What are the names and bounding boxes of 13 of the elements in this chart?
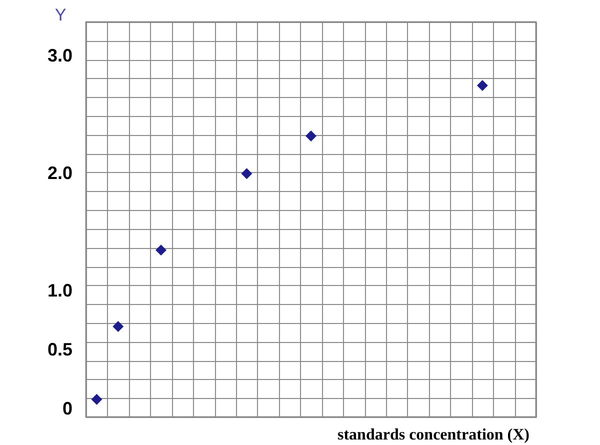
- point: [241, 168, 252, 180]
- y-axis-title: Y: [54, 6, 66, 24]
- point: [156, 244, 166, 256]
- point: [91, 394, 102, 405]
- y-tick-label: 2.0: [47, 163, 72, 184]
- point: [112, 321, 124, 332]
- y-tick-label: 0: [62, 398, 72, 418]
- point: [306, 130, 316, 142]
- y-tick-label: 0.5: [47, 339, 72, 360]
- y-tick-label: 3.0: [47, 46, 72, 66]
- y-tick-label: 1.0: [47, 280, 72, 301]
- x-axis-title: standards concentration (X): [338, 426, 530, 444]
- point: [476, 80, 488, 91]
